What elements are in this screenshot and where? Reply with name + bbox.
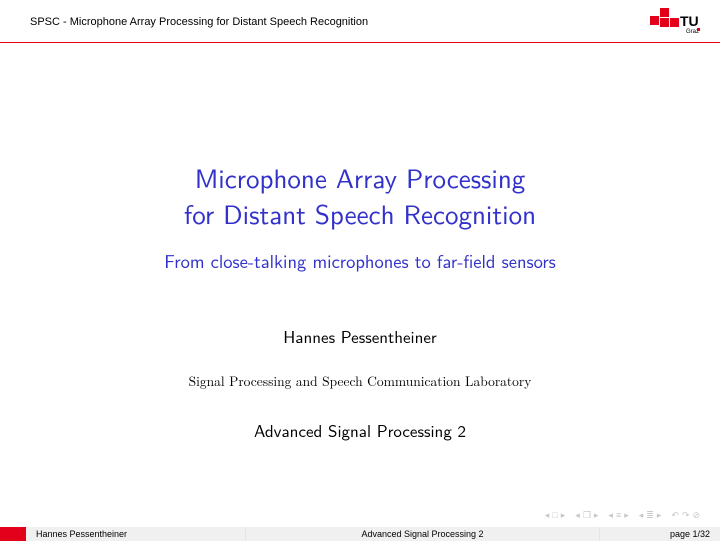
nav-next-section-icon[interactable]: ▸: [594, 508, 599, 521]
title-line-2: for Distant Speech Recognition: [40, 196, 680, 232]
nav-frame-group[interactable]: ◂ □ ▸: [545, 508, 566, 521]
slide-content: Microphone Array Processing for Distant …: [0, 160, 720, 443]
header-title: SPSC - Microphone Array Processing for D…: [30, 16, 368, 28]
title-line-1: Microphone Array Processing: [40, 160, 680, 196]
nav-section-icon[interactable]: ❐: [583, 508, 591, 521]
nav-prev-slide-icon[interactable]: ◂: [639, 508, 644, 521]
nav-sub-icon[interactable]: ≡: [616, 508, 621, 521]
slide-subtitle: From close-talking microphones to far-fi…: [40, 247, 680, 274]
slide-author: Hannes Pessentheiner: [40, 324, 680, 349]
nav-slide-group[interactable]: ◂ ≣ ▸: [639, 508, 662, 521]
svg-text:TU: TU: [680, 13, 699, 29]
nav-slide-icon[interactable]: ≣: [646, 508, 654, 521]
nav-section-group[interactable]: ◂ ❐ ▸: [575, 508, 598, 521]
slide-course: Advanced Signal Processing 2: [40, 418, 680, 443]
footer-accent-block: [0, 527, 26, 541]
nav-prev-sub-icon[interactable]: ◂: [608, 508, 613, 521]
logo-icon: TU Graz: [646, 6, 700, 38]
footer-author: Hannes Pessentheiner: [26, 527, 246, 541]
slide-title: Microphone Array Processing for Distant …: [40, 160, 680, 233]
slide-footer: Hannes Pessentheiner Advanced Signal Pro…: [0, 527, 720, 541]
nav-next-slide-icon[interactable]: ▸: [657, 508, 662, 521]
nav-next-sub-icon[interactable]: ▸: [624, 508, 629, 521]
nav-prev-section-icon[interactable]: ◂: [575, 508, 580, 521]
footer-course: Advanced Signal Processing 2: [246, 527, 600, 541]
nav-back-icon[interactable]: ↶: [671, 508, 679, 521]
slide-affiliation: Signal Processing and Speech Communicati…: [40, 371, 680, 390]
beamer-nav-icons: ◂ □ ▸ ◂ ❐ ▸ ◂ ≡ ▸ ◂ ≣ ▸ ↶ ↷ ⊘: [545, 508, 700, 521]
nav-prev-frame-icon[interactable]: ◂: [545, 508, 550, 521]
nav-misc-group[interactable]: ↶ ↷ ⊘: [671, 508, 700, 521]
slide-header: SPSC - Microphone Array Processing for D…: [0, 0, 720, 43]
nav-frame-icon[interactable]: □: [552, 508, 557, 521]
nav-forward-icon[interactable]: ↷: [682, 508, 690, 521]
nav-next-frame-icon[interactable]: ▸: [561, 508, 566, 521]
tu-graz-logo: TU Graz: [646, 6, 700, 38]
nav-search-icon[interactable]: ⊘: [692, 508, 700, 521]
nav-subsection-group[interactable]: ◂ ≡ ▸: [608, 508, 628, 521]
footer-page: page 1/32: [600, 527, 720, 541]
